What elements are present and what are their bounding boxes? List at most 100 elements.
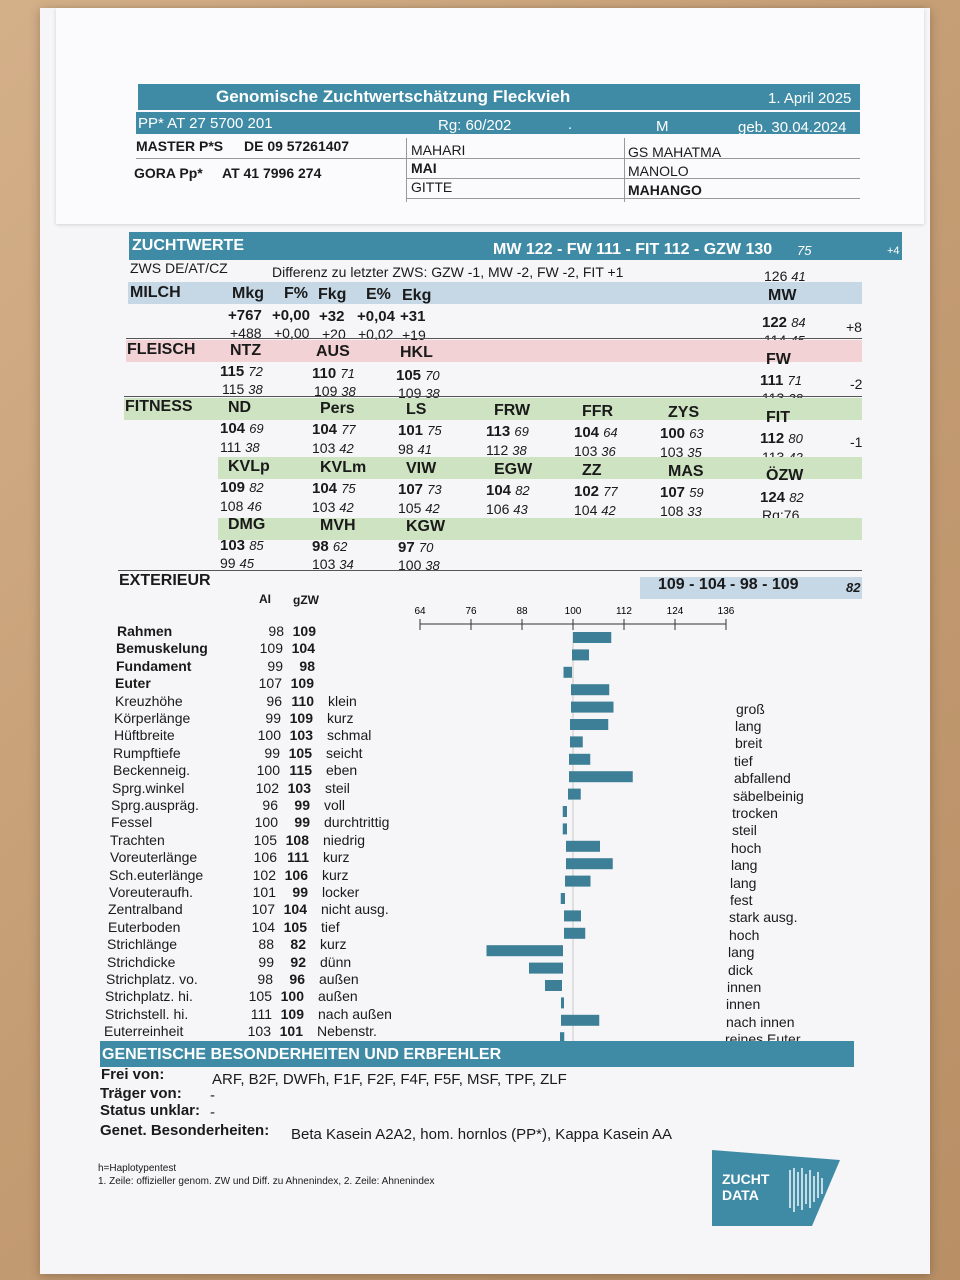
fitness-ahnen2-5: 108 33 xyxy=(660,503,702,519)
fleisch-hkl: 105 70 xyxy=(396,367,440,384)
fitness-col3-0: DMG xyxy=(228,516,266,533)
fitness-ahnen3-2: 100 38 xyxy=(398,557,440,573)
trait-name: Zentralband xyxy=(108,901,183,918)
milch-label: MILCH xyxy=(130,284,181,301)
fitness-edge: -1 xyxy=(850,434,863,450)
trait-low-label: Nebenstr. xyxy=(317,1023,377,1040)
trait-name: Fessel xyxy=(111,814,153,831)
trait-ai: 99 xyxy=(264,744,280,761)
pedigree-mahari: MAHARI xyxy=(411,142,466,158)
milch-fp-2: +0,00 xyxy=(274,325,310,341)
fitness-val3-2: 97 70 xyxy=(398,539,434,556)
genetik-title: GENETISCHE BESONDERHEITEN UND ERBFEHLER xyxy=(102,1046,502,1063)
gzw-index: 126 41 xyxy=(764,268,806,284)
trait-bar xyxy=(566,858,613,870)
report-date: 1. April 2025 xyxy=(768,90,852,107)
col-gzw-header: gZW xyxy=(293,593,319,607)
axis-tick-label: 100 xyxy=(565,606,582,617)
fleisch-col-ntz: NTZ xyxy=(230,342,262,359)
logo-barcode xyxy=(789,1168,823,1212)
trait-bar xyxy=(561,1014,600,1026)
trait-low-label: eben xyxy=(326,762,358,779)
trait-bar xyxy=(529,962,563,974)
fitness-val-2: 101 75 xyxy=(398,422,442,439)
fleisch-index-label: FW xyxy=(766,351,791,368)
animal-bar: PP* AT 27 5700 201 Rg: 60/202 . M geb. 3… xyxy=(136,112,860,136)
fitness-val2-3: 104 82 xyxy=(486,482,530,499)
genetik-header: GENETISCHE BESONDERHEITEN UND ERBFEHLER xyxy=(100,1041,854,1067)
trait-low-label: seicht xyxy=(326,744,363,761)
fitness-ahnen-1: 103 42 xyxy=(312,440,354,456)
trait-ai: 104 xyxy=(251,918,275,935)
trait-bar xyxy=(564,910,581,922)
trait-gzw: 109 xyxy=(292,623,316,639)
trait-low-label: steil xyxy=(325,779,350,796)
fitness-col3-2: KGW xyxy=(406,518,446,535)
trait-gzw: 99 xyxy=(292,884,308,900)
trait-name: Sprg.auspräg. xyxy=(111,797,199,813)
trait-low-label: nicht ausg. xyxy=(321,901,389,918)
fleisch-edge: -2 xyxy=(850,376,863,392)
trait-ai: 109 xyxy=(259,640,283,657)
trait-gzw: 96 xyxy=(289,971,305,987)
zuchtwerte-header: ZUCHTWERTE MW 122 - FW 111 - FIT 112 - G… xyxy=(129,232,902,260)
trait-low-label: niedrig xyxy=(323,831,366,848)
trait-high-label: hoch xyxy=(729,926,760,943)
besonder-value: Beta Kasein A2A2, hom. hornlos (PP*), Ka… xyxy=(291,1126,673,1143)
exterieur-band xyxy=(640,577,862,599)
trait-ai: 102 xyxy=(252,866,276,883)
fitness-val2-5: 107 59 xyxy=(660,484,704,501)
trait-name: Trachten xyxy=(110,831,165,848)
animal-id: PP* AT 27 5700 201 xyxy=(138,115,273,132)
trait-gzw: 101 xyxy=(279,1023,303,1040)
trait-name: Euterreinheit xyxy=(104,1023,184,1040)
trait-low-label: voll xyxy=(324,797,346,813)
axis-tick-label: 136 xyxy=(718,606,735,617)
fleisch-col-hkl: HKL xyxy=(400,344,433,361)
zuchtwerte-summary: MW 122 - FW 111 - FIT 112 - GZW 130 xyxy=(493,241,773,258)
trait-ai: 106 xyxy=(253,849,277,866)
trait-high-label: trocken xyxy=(732,805,778,821)
fitness-ahnen-4: 103 36 xyxy=(574,443,616,459)
trait-gzw: 110 xyxy=(291,692,314,709)
trait-low-label: klein xyxy=(328,692,357,709)
milch-band xyxy=(128,282,862,304)
fleisch-aus-2: 109 38 xyxy=(314,383,356,399)
exterieur-label: EXTERIEUR xyxy=(119,572,211,589)
fitness-val2-4: 102 77 xyxy=(574,483,618,500)
trait-gzw: 105 xyxy=(288,744,312,761)
zws-diff: Differenz zu letzter ZWS: GZW -1, MW -2,… xyxy=(272,264,624,280)
trait-high-label: lang xyxy=(728,944,755,961)
trait-ai: 96 xyxy=(266,692,282,709)
milch-mkg: +767 xyxy=(228,307,262,324)
zuchtdata-logo: ZUCHT DATA xyxy=(712,1150,840,1226)
fitness-ahnen-5: 103 35 xyxy=(660,444,702,460)
trait-name: Rahmen xyxy=(117,623,173,639)
axis-tick-label: 124 xyxy=(667,606,684,617)
fleisch-aus: 110 71 xyxy=(312,365,355,382)
animal-sex: M xyxy=(656,118,669,135)
trait-gzw: 92 xyxy=(290,953,306,970)
pedigree-manolo: MANOLO xyxy=(628,163,689,179)
fitness-col-2: LS xyxy=(406,401,427,418)
milch-col-mkg: Mkg xyxy=(232,285,264,302)
trait-high-label: lang xyxy=(730,874,757,891)
trait-ai: 107 xyxy=(258,675,282,692)
trait-ai: 98 xyxy=(268,623,284,639)
fitness-col-3: FRW xyxy=(494,402,531,419)
fitness-col-5: ZYS xyxy=(668,404,700,421)
title-bar: Genomische Zuchtwertschätzung Fleckvieh … xyxy=(138,84,860,110)
exterieur-chart: 64 76 88 100 112 124 136 xyxy=(414,606,735,1044)
trait-bar xyxy=(569,753,591,765)
trait-high-label: stark ausg. xyxy=(729,909,798,926)
milch-col-fkg: Fkg xyxy=(318,286,347,303)
fitness-col2-0: KVLp xyxy=(228,458,270,475)
footer-note-1: h=Haplotypentest xyxy=(98,1163,177,1174)
milch-ekg-2: +19 xyxy=(402,327,426,343)
milch-ekg: +31 xyxy=(400,308,426,325)
status-value: - xyxy=(210,1104,215,1121)
fleisch-divider xyxy=(124,396,862,397)
logo-text-2: DATA xyxy=(722,1187,759,1203)
trait-gzw: 115 xyxy=(289,762,312,779)
fitness-label: FITNESS xyxy=(125,398,193,415)
